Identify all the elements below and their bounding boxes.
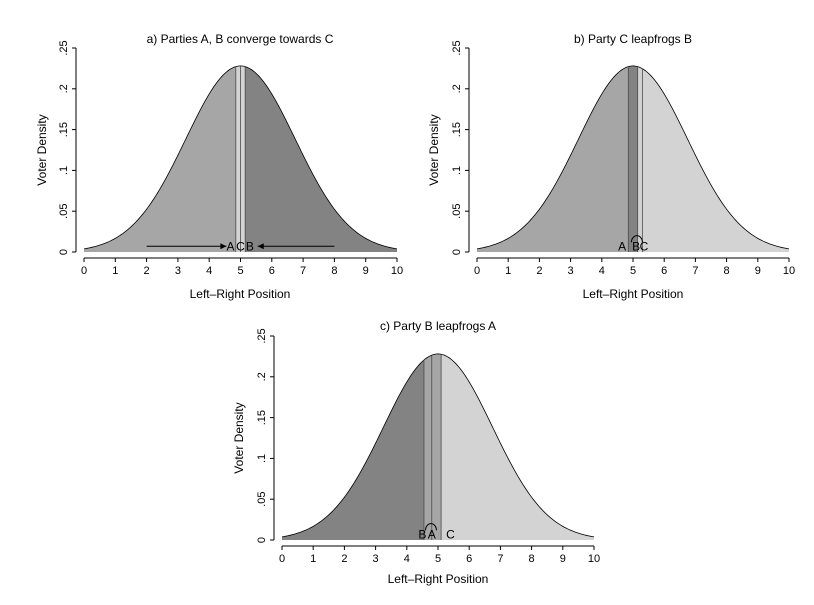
x-tick-label: 8	[529, 553, 535, 565]
density-curve	[476, 65, 790, 250]
density-region	[84, 66, 236, 252]
x-tick-label: 0	[279, 553, 285, 565]
party-label: B	[632, 239, 640, 253]
density-region	[477, 66, 629, 252]
x-tick-label: 10	[783, 265, 795, 277]
density-region	[423, 353, 442, 540]
x-tick-label: 6	[269, 265, 275, 277]
y-tick-label: .2	[256, 372, 268, 381]
arrow-head	[257, 243, 264, 250]
x-tick-label: 8	[331, 265, 337, 277]
x-tick-label: 2	[536, 265, 542, 277]
y-tick-label: .2	[58, 84, 70, 93]
x-tick-label: 6	[661, 265, 667, 277]
leapfrog-arc	[630, 235, 643, 243]
y-tick-label: .05	[58, 204, 70, 219]
x-tick-label: 7	[497, 553, 503, 565]
x-tick-label: 5	[630, 265, 636, 277]
panel-title: a) Parties A, B converge towards C	[147, 32, 334, 46]
y-tick-label: 0	[451, 249, 463, 255]
x-tick-label: 9	[363, 265, 369, 277]
x-tick-label: 8	[724, 265, 730, 277]
panel-b: b) Party C leapfrogs B Left–Right Positi…	[427, 32, 795, 301]
x-tick-label: 3	[568, 265, 574, 277]
x-axis-title: Left–Right Position	[583, 287, 684, 301]
y-tick-label: .1	[451, 166, 463, 175]
y-tick-label: .15	[256, 410, 268, 425]
x-tick-label: 10	[391, 265, 403, 277]
party-label: A	[618, 239, 626, 253]
y-tick-label: .05	[451, 204, 463, 219]
y-tick-label: .05	[256, 492, 268, 507]
x-tick-label: 7	[692, 265, 698, 277]
y-tick-label: .2	[451, 84, 463, 93]
x-tick-label: 3	[373, 553, 379, 565]
y-tick-label: .25	[58, 40, 70, 55]
y-tick-label: .1	[58, 166, 70, 175]
density-region	[637, 66, 789, 252]
x-tick-label: 6	[466, 553, 472, 565]
x-tick-label: 4	[206, 265, 212, 277]
x-tick-label: 1	[505, 265, 511, 277]
party-label: C	[236, 239, 245, 253]
y-tick-label: .25	[451, 40, 463, 55]
density-curve	[281, 353, 595, 538]
party-label: B	[246, 239, 254, 253]
x-tick-label: 3	[175, 265, 181, 277]
party-label: A	[226, 239, 234, 253]
y-tick-label: 0	[256, 537, 268, 543]
y-tick-label: .1	[256, 454, 268, 463]
y-axis-title: Voter Density	[427, 114, 441, 185]
x-tick-label: 4	[599, 265, 605, 277]
party-label: C	[640, 239, 649, 253]
x-tick-label: 9	[755, 265, 761, 277]
y-tick-label: .25	[256, 328, 268, 343]
x-tick-label: 2	[341, 553, 347, 565]
x-tick-label: 5	[435, 553, 441, 565]
panel-a: a) Parties A, B converge towards C Left–…	[35, 32, 403, 301]
x-tick-label: 4	[404, 553, 410, 565]
party-label: A	[428, 527, 436, 541]
x-tick-label: 9	[560, 553, 566, 565]
x-tick-label: 7	[300, 265, 306, 277]
y-tick-label: .15	[58, 122, 70, 137]
y-tick-label: 0	[58, 249, 70, 255]
x-tick-label: 1	[112, 265, 118, 277]
density-region	[628, 65, 638, 252]
panel-title: c) Party B leapfrogs A	[380, 319, 496, 333]
y-tick-label: .15	[451, 122, 463, 137]
leapfrog-arc	[425, 523, 437, 531]
x-tick-label: 0	[81, 265, 87, 277]
density-region	[441, 354, 594, 540]
x-tick-label: 10	[588, 553, 600, 565]
x-tick-label: 5	[237, 265, 243, 277]
x-tick-label: 0	[474, 265, 480, 277]
party-label: B	[418, 527, 426, 541]
y-axis-title: Voter Density	[35, 114, 49, 185]
density-region	[282, 360, 424, 540]
panel-c: c) Party B leapfrogs A Left–Right Positi…	[232, 319, 600, 586]
x-axis-title: Left–Right Position	[388, 572, 489, 586]
density-curve	[83, 65, 398, 250]
arrow-head	[220, 243, 227, 250]
y-axis-title: Voter Density	[232, 402, 246, 473]
panel-title: b) Party C leapfrogs B	[574, 32, 692, 46]
party-label: C	[446, 527, 455, 541]
x-tick-label: 1	[310, 553, 316, 565]
density-region	[245, 66, 397, 252]
x-axis-title: Left–Right Position	[190, 287, 291, 301]
x-tick-label: 2	[144, 265, 150, 277]
